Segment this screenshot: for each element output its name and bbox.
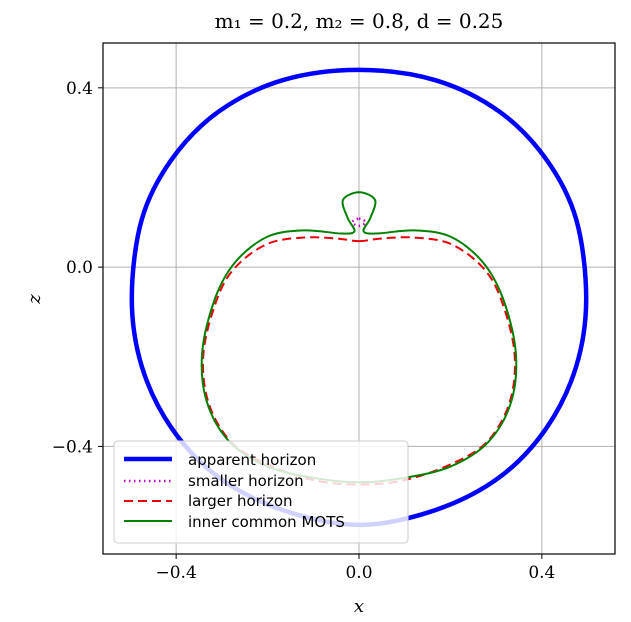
ticks: −0.4 0.0 0.4 −0.4 0.0 0.4 [52, 79, 556, 583]
x-tick-label: 0.0 [345, 563, 372, 583]
y-tick-label: 0.0 [66, 258, 93, 278]
legend-label-apparent-horizon: apparent horizon [188, 451, 316, 469]
x-tick-label: 0.4 [528, 563, 555, 583]
series-larger-horizon [202, 236, 516, 486]
y-tick-label: −0.4 [52, 437, 93, 457]
y-tick-label: 0.4 [66, 79, 93, 99]
y-axis-label: z [24, 294, 45, 305]
legend-label-inner-common-mots: inner common MOTS [188, 513, 345, 531]
legend-label-smaller-horizon: smaller horizon [188, 472, 304, 490]
series-smaller-horizon [350, 217, 368, 228]
x-axis-label: x [354, 596, 364, 617]
chart-title: m₁ = 0.2, m₂ = 0.8, d = 0.25 [215, 9, 504, 33]
x-tick-label: −0.4 [156, 563, 197, 583]
legend-box [113, 440, 409, 544]
legend: apparent horizon smaller horizon larger … [113, 440, 409, 544]
legend-label-larger-horizon: larger horizon [188, 492, 293, 510]
